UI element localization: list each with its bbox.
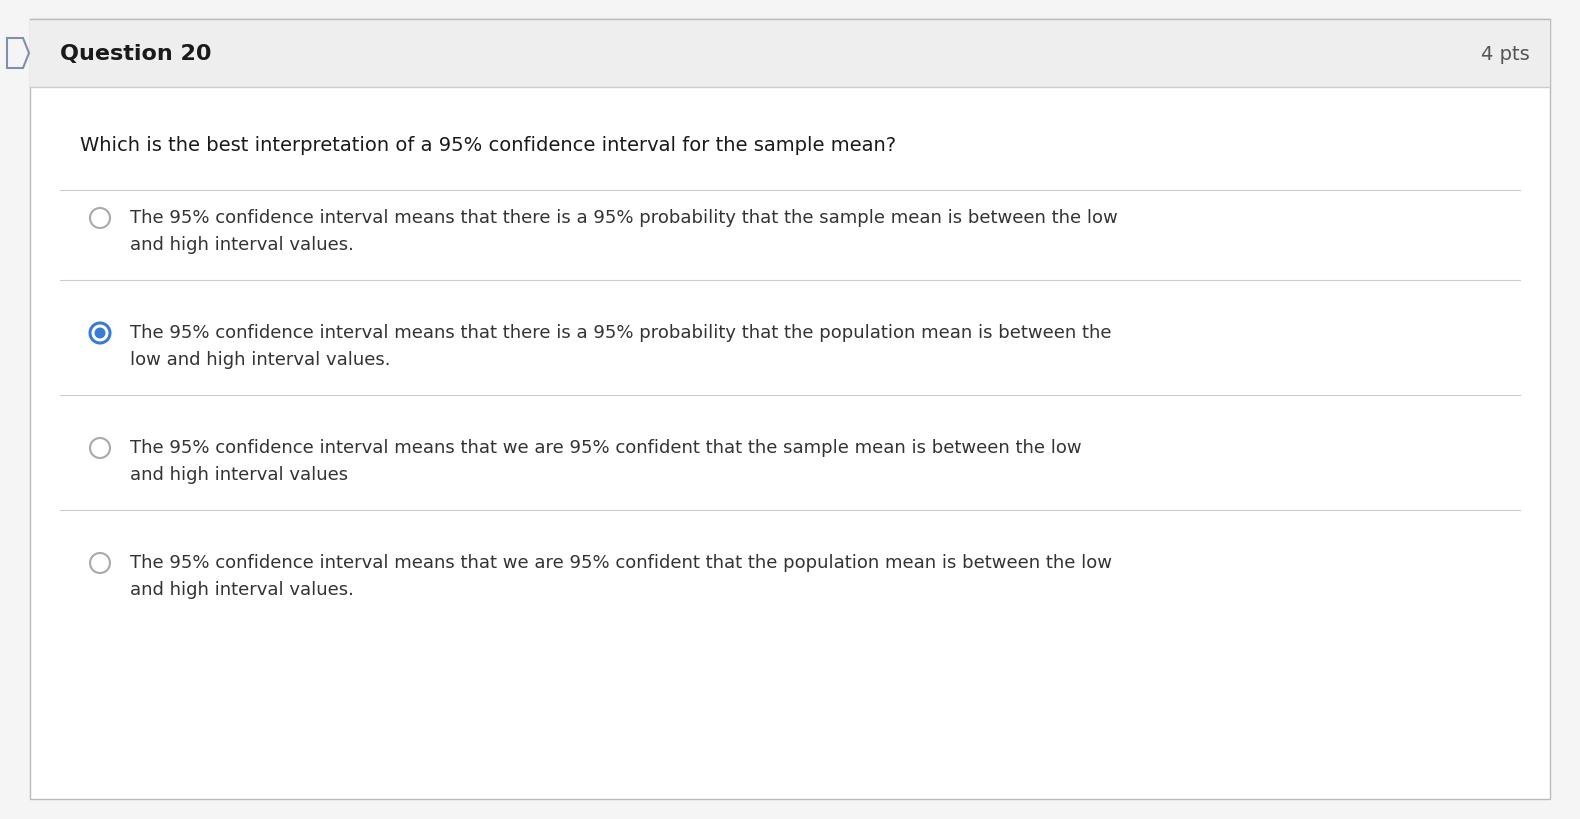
FancyBboxPatch shape xyxy=(30,20,1550,799)
Text: The 95% confidence interval means that we are 95% confident that the sample mean: The 95% confidence interval means that w… xyxy=(130,438,1082,483)
Text: Question 20: Question 20 xyxy=(60,44,212,64)
Text: The 95% confidence interval means that there is a 95% probability that the popul: The 95% confidence interval means that t… xyxy=(130,324,1111,369)
Text: The 95% confidence interval means that we are 95% confident that the population : The 95% confidence interval means that w… xyxy=(130,554,1112,599)
Text: Which is the best interpretation of a 95% confidence interval for the sample mea: Which is the best interpretation of a 95… xyxy=(81,136,896,155)
Text: The 95% confidence interval means that there is a 95% probability that the sampl: The 95% confidence interval means that t… xyxy=(130,209,1117,254)
Text: 4 pts: 4 pts xyxy=(1482,44,1529,63)
Circle shape xyxy=(95,328,106,339)
FancyBboxPatch shape xyxy=(30,20,1550,88)
